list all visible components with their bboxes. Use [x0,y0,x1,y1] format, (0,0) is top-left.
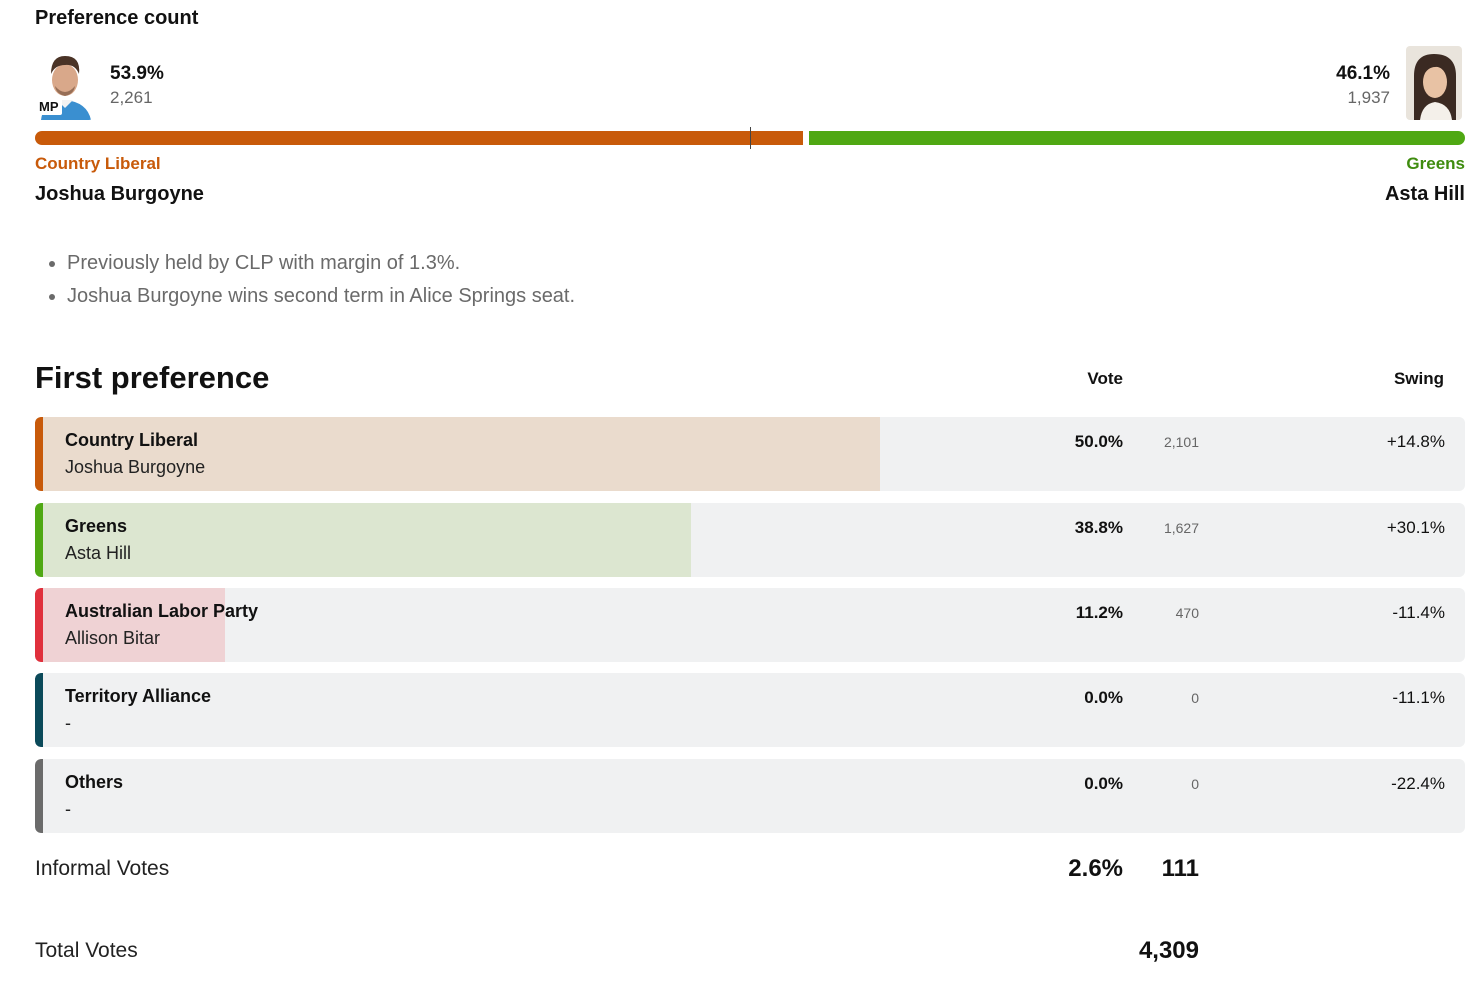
party-color-stripe [35,673,43,747]
swing-value: +14.8% [1386,432,1445,451]
vote-share-bar [35,417,881,491]
right-party-label: Greens [1406,154,1465,173]
vote-percent: 11.2% [1075,603,1123,622]
party-color-stripe [35,503,43,577]
candidate-name: Allison Bitar [65,628,161,648]
left-candidate-votes: 2,261 [110,88,153,107]
candidate-name: Joshua Burgoyne [65,457,206,477]
informal-votes-percent: 2.6% [1068,855,1123,882]
swing-value: +30.1% [1386,518,1445,537]
swing-value: -11.1% [1392,688,1445,707]
vote-share-bar [35,503,692,577]
informal-votes-count: 111 [1161,855,1199,882]
swing-column-header: Swing [1393,369,1444,388]
party-color-stripe [35,588,43,662]
candidate-name: - [65,799,71,819]
total-votes-label: Total Votes [35,939,138,962]
right-candidate-percent: 46.1% [1336,63,1390,84]
candidate-name: - [65,713,71,733]
candidate-name: Asta Hill [65,543,132,563]
party-color-stripe [35,759,43,833]
vote-percent: 38.8% [1074,518,1123,537]
party-name: Others [65,772,124,792]
tpp-bar-country-liberal [35,131,803,145]
first-preference-row-country-liberal: Country Liberal Joshua Burgoyne 50.0% 2,… [35,417,1465,491]
left-party-label: Country Liberal [35,154,161,173]
left-candidate-name: Joshua Burgoyne [35,183,204,205]
candidate-avatar-right [1406,46,1462,120]
swing-value: -22.4% [1391,774,1445,793]
party-name: Australian Labor Party [65,601,259,621]
vote-percent: 0.0% [1084,774,1123,793]
vote-column-header: Vote [1087,369,1123,388]
party-name: Greens [65,516,128,536]
total-votes-count: 4,309 [1138,937,1199,964]
informal-votes-label: Informal Votes [35,857,170,880]
note-item: Joshua Burgoyne wins second term in Alic… [47,280,575,313]
vote-share-bar [35,588,226,662]
first-preference-title: First preference [35,360,270,395]
left-candidate-percent: 53.9% [110,63,164,84]
vote-count: 1,627 [1163,520,1199,536]
preference-count-title: Preference count [35,7,199,29]
party-name: Territory Alliance [65,686,212,706]
first-preference-row-greens: Greens Asta Hill 38.8% 1,627 +30.1% [35,503,1465,577]
vote-count: 0 [1191,776,1199,792]
first-preference-row-others: Others - 0.0% 0 -22.4% [35,759,1465,833]
seat-notes: Previously held by CLP with margin of 1.… [47,247,575,313]
right-candidate-name: Asta Hill [1384,183,1465,205]
first-preference-row-territory-alliance: Territory Alliance - 0.0% 0 -11.1% [35,673,1465,747]
fifty-percent-marker [750,127,751,149]
vote-percent: 0.0% [1084,688,1123,707]
first-preference-row-labor: Australian Labor Party Allison Bitar 11.… [35,588,1465,662]
vote-percent: 50.0% [1074,432,1123,451]
party-color-stripe [35,417,43,491]
party-name: Country Liberal [65,430,199,450]
swing-value: -11.4% [1392,603,1445,622]
vote-count: 2,101 [1163,434,1199,450]
mp-badge: MP [36,98,62,115]
right-candidate-votes: 1,937 [1347,88,1390,107]
vote-count: 0 [1191,690,1199,706]
tpp-bar-greens [809,131,1465,145]
vote-count: 470 [1175,605,1199,621]
note-item: Previously held by CLP with margin of 1.… [47,247,575,280]
